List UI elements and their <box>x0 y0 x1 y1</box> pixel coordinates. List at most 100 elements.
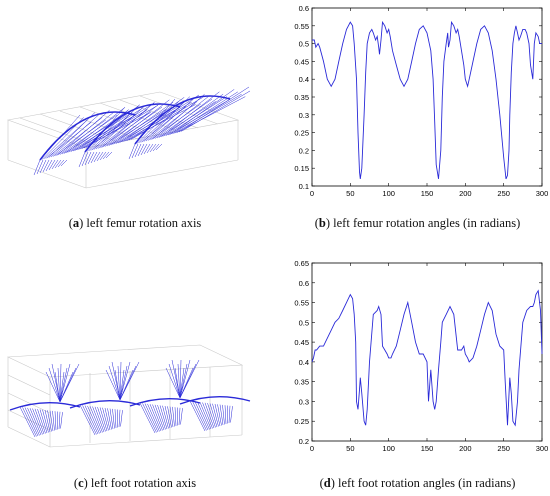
femur-rotation-angles-chart: 0.1 0.15 0.2 0.25 0.3 0.35 0.4 0.45 0.5 0.55 0.6 0 5… <box>294 4 548 198</box>
femur-axis-ray <box>89 111 133 151</box>
foot-axis-ray <box>171 359 181 399</box>
femur-axis-ray <box>146 143 154 154</box>
femur-axis-ray <box>102 151 110 160</box>
y-tick-label: 0.65 <box>294 259 309 268</box>
foot-axis-ray <box>89 406 102 434</box>
foot-axis-ray <box>97 407 106 432</box>
femur-axis-ray <box>178 86 250 133</box>
foot-axis-ray <box>52 410 55 431</box>
femur-axis-ray <box>59 112 114 155</box>
femur-axis-ray <box>33 159 41 176</box>
femur-axis-ray <box>36 159 44 175</box>
foot-axis-ray <box>114 369 121 401</box>
foot-axis-ray <box>119 361 140 401</box>
x-tick-label: 200 <box>459 444 472 453</box>
foot-axis-ray <box>149 404 162 432</box>
foot-axis-ray <box>19 406 36 438</box>
femur-axis-ray <box>50 114 99 158</box>
foot-axis-ray <box>49 410 54 432</box>
foot-axis-ray <box>192 401 207 431</box>
foot-axis-ray <box>199 402 212 430</box>
y-tick-label: 0.45 <box>294 338 309 347</box>
foot-axis-ray <box>109 408 114 430</box>
foot-axis-ray <box>44 409 51 433</box>
foot-axis-ray <box>167 406 172 428</box>
foot-axis-ray <box>39 409 48 434</box>
femur-axis-ray <box>84 151 92 166</box>
foot-axis-ray <box>179 359 191 399</box>
foot-axis-ray <box>59 363 71 403</box>
femur-axis-ray <box>152 94 205 140</box>
femur-axis-ray <box>68 109 129 153</box>
x-tick-label: 50 <box>346 444 354 453</box>
x-tick-label: 0 <box>310 444 314 453</box>
x-tick-label: 150 <box>421 444 434 453</box>
foot-axis-ridge <box>129 397 201 407</box>
foot-axis-ray <box>157 405 166 430</box>
x-tick-label: 50 <box>346 189 354 198</box>
foot-axis-ray <box>159 405 168 430</box>
foot-axis-ray <box>139 402 156 434</box>
foot-axis-ray <box>57 367 61 403</box>
y-tick-label: 0.3 <box>299 397 309 406</box>
foot-axis-ray <box>59 363 80 403</box>
femur-axis-ray <box>104 104 159 147</box>
femur-axis-ray <box>155 143 163 151</box>
series-line <box>311 289 543 427</box>
femur-axis-ray <box>93 104 140 150</box>
femur-axis-ray <box>149 143 157 153</box>
femur-axis-ray <box>143 96 190 142</box>
foot-axis-ray <box>224 405 227 425</box>
caption-b: (b) left femur rotation angles (in radia… <box>314 216 521 230</box>
femur-axis-ray <box>54 159 62 169</box>
caption-c: (c) left foot rotation axis <box>73 476 197 490</box>
x-tick-label: 0 <box>310 189 314 198</box>
femur-axis-ray <box>131 97 203 140</box>
femur-axis-ray <box>161 91 220 137</box>
foot-axis-ray <box>32 408 43 435</box>
caption-a: (a) left femur rotation axis <box>68 216 202 230</box>
y-tick-label: 0.5 <box>299 318 309 327</box>
femur-axis-ray <box>143 143 151 155</box>
femur-axis-ray <box>78 151 86 168</box>
y-tick-label: 0.1 <box>299 182 309 191</box>
foot-axis-ray <box>228 405 231 424</box>
x-tick-label: 250 <box>497 189 510 198</box>
foot-axis-ray <box>154 404 165 431</box>
y-tick-label: 0.25 <box>294 129 309 138</box>
foot-axis-ridge <box>69 399 141 409</box>
foot-axis-ray <box>42 409 49 433</box>
foot-axis-ray <box>174 367 181 399</box>
femur-axis-ray <box>45 159 53 172</box>
foot-axis-ray <box>111 361 121 401</box>
foot-axis-ray <box>60 412 63 429</box>
femur-axis-ray <box>154 96 209 139</box>
foot-axis-ray <box>177 363 181 399</box>
foot-axis-ray <box>118 409 121 428</box>
femur-axis-ray <box>48 159 56 171</box>
femur-axis-ray <box>145 98 194 142</box>
femur-axis-ray <box>140 143 148 156</box>
foot-axis-ray <box>222 404 225 425</box>
femur-axis-ray <box>83 102 155 149</box>
foot-axis-ray <box>108 365 121 401</box>
foot-axis-ray <box>54 411 57 431</box>
foot-axis-ray <box>29 408 42 436</box>
foot-axis-ray <box>24 407 39 437</box>
foot-axis-ray <box>51 363 61 403</box>
femur-axis-ridge <box>39 111 136 161</box>
y-tick-label: 0.5 <box>299 40 309 49</box>
femur-axis-ray <box>131 143 139 159</box>
foot-axis-ray <box>34 408 45 435</box>
femur-axis-ray <box>174 93 242 134</box>
femur-axis-ray <box>87 151 95 165</box>
foot-axis-ray <box>82 405 97 435</box>
y-tick-label: 0.2 <box>299 146 309 155</box>
femur-axis-ray <box>137 143 145 157</box>
femur-axis-ray <box>181 90 250 132</box>
foot-axis-ray <box>142 403 157 433</box>
femur-axis-ray <box>42 159 50 173</box>
femur-axis-ray <box>167 98 231 136</box>
x-tick-label: 250 <box>497 444 510 453</box>
foot-axis-ray <box>58 411 61 430</box>
